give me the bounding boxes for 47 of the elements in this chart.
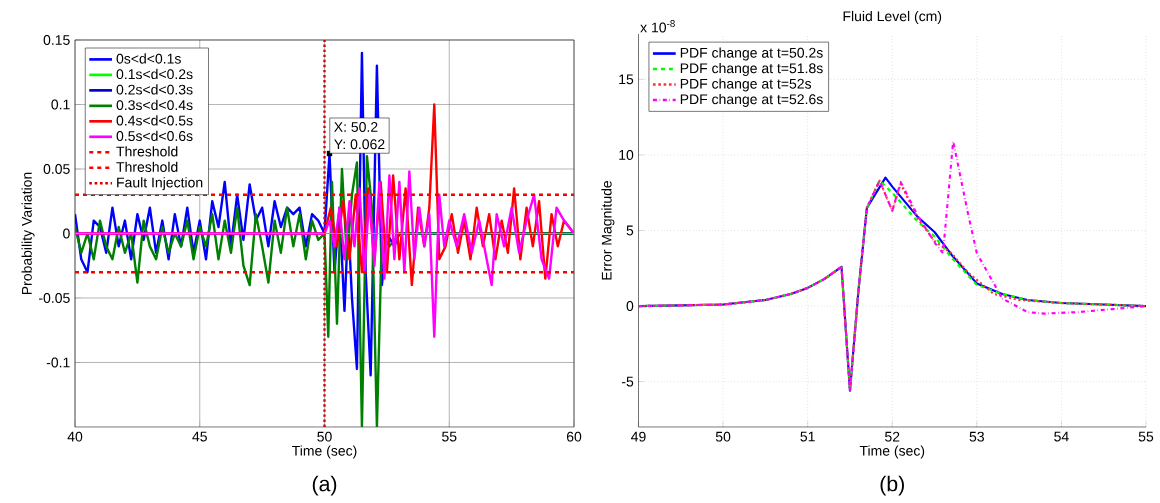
- x-tick-label: 54: [1054, 431, 1069, 442]
- x-tick-label: 50: [715, 431, 731, 442]
- x-tick-label: 55: [442, 431, 457, 442]
- legend-label: Threshold: [116, 161, 178, 172]
- legend-label: 0.1s<d<0.2s: [116, 68, 193, 80]
- legend-label: PDF change at t=50.2s: [680, 47, 823, 61]
- text: (b): [880, 475, 904, 496]
- y-tick-label: 0.05: [43, 164, 70, 174]
- x-tick-label: 52: [885, 431, 900, 442]
- legend-label: 0.2s<d<0.3s: [116, 84, 193, 95]
- y-tick-label: 10: [619, 149, 634, 160]
- y-tick-label: 0.1: [51, 99, 70, 110]
- y-tick-label: -5: [621, 376, 634, 387]
- y-axis-title: Probability Variation: [21, 172, 35, 295]
- x-tick-label: 53: [969, 431, 984, 442]
- legend-label: PDF change at t=52.6s: [680, 93, 823, 107]
- legend-label: 0.5s<d<0.6s: [116, 130, 193, 142]
- chart-title: Fluid Level (cm): [843, 10, 942, 24]
- legend-label: PDF change at t=51.8s: [680, 62, 823, 76]
- y-tick-label: 15: [619, 74, 634, 85]
- y-tick-label: 5: [626, 225, 634, 236]
- annotation: X: 50.2: [334, 122, 378, 132]
- line-series: [75, 170, 575, 338]
- x-tick-label: 60: [566, 431, 582, 442]
- y-tick-label: -0.1: [46, 357, 70, 368]
- y-axis-title: Error Magnitude: [601, 180, 615, 280]
- legend-label: Fault Injection: [117, 177, 203, 191]
- x-tick-label: 49: [631, 431, 646, 442]
- legend-label: 0.3s<d<0.4s: [116, 99, 193, 111]
- x-tick-label: 45: [192, 431, 207, 442]
- legend-label: Threshold: [116, 146, 178, 157]
- y-tick-label: 0: [626, 301, 634, 312]
- legend-label: 0s<d<0.1s: [116, 53, 181, 64]
- x-tick-label: 50: [317, 431, 332, 442]
- x-tick-label: 55: [1138, 431, 1154, 442]
- legend-label: 0.4s<d<0.5s: [116, 115, 193, 126]
- legend-label: PDF change at t=52s: [680, 78, 812, 92]
- x-tick-label: 40: [67, 431, 83, 442]
- x-axis-title: Time (sec): [859, 445, 925, 459]
- y-tick-label: -0.05: [39, 293, 70, 303]
- annotation: Y: 0.062: [334, 139, 385, 150]
- y-tick-label: 0: [63, 228, 70, 239]
- x-tick-label: 51: [800, 431, 815, 442]
- x-axis-title: Time (sec): [292, 445, 357, 459]
- text: (a): [312, 475, 337, 496]
- text: x 10$^{-8}$: [640, 20, 675, 33]
- y-tick-label: 0.15: [43, 35, 70, 45]
